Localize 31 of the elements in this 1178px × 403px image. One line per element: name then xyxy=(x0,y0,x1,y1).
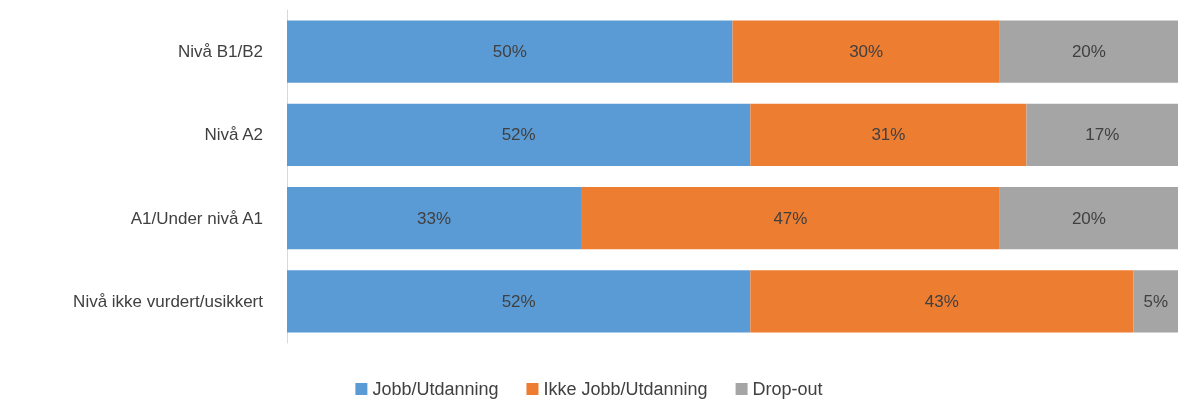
data-label: 47% xyxy=(773,208,808,228)
y-tick-label: Nivå B1/B2 xyxy=(177,42,263,62)
data-label: 5% xyxy=(1143,291,1169,311)
data-label: 30% xyxy=(849,42,884,62)
data-label: 50% xyxy=(492,42,527,62)
data-label: 20% xyxy=(1071,42,1106,62)
data-label: 52% xyxy=(501,291,536,311)
bar xyxy=(999,20,1178,83)
data-label: 31% xyxy=(871,125,906,145)
data-label: 52% xyxy=(501,125,536,145)
legend-label: Jobb/Utdanning xyxy=(372,379,499,399)
data-label: 33% xyxy=(417,208,452,228)
bar xyxy=(732,20,1000,83)
y-tick-label: Nivå A2 xyxy=(204,125,263,145)
data-label: 20% xyxy=(1071,208,1106,228)
bar xyxy=(750,270,1134,333)
bar xyxy=(999,186,1178,250)
bar xyxy=(287,20,733,83)
y-tick-label: Nivå ikke vurdert/usikkert xyxy=(73,291,264,311)
legend-label: Ikke Jobb/Utdanning xyxy=(543,379,708,399)
data-label: 17% xyxy=(1085,125,1120,145)
bar xyxy=(287,270,751,333)
data-label: 43% xyxy=(924,291,959,311)
bar xyxy=(750,103,1027,167)
y-tick-label: A1/Under nivå A1 xyxy=(130,208,263,228)
bar xyxy=(1133,270,1178,333)
legend-label: Drop-out xyxy=(752,379,823,399)
bar xyxy=(287,186,582,250)
bar xyxy=(581,186,1000,250)
bar xyxy=(1026,103,1178,167)
bar xyxy=(287,103,751,167)
